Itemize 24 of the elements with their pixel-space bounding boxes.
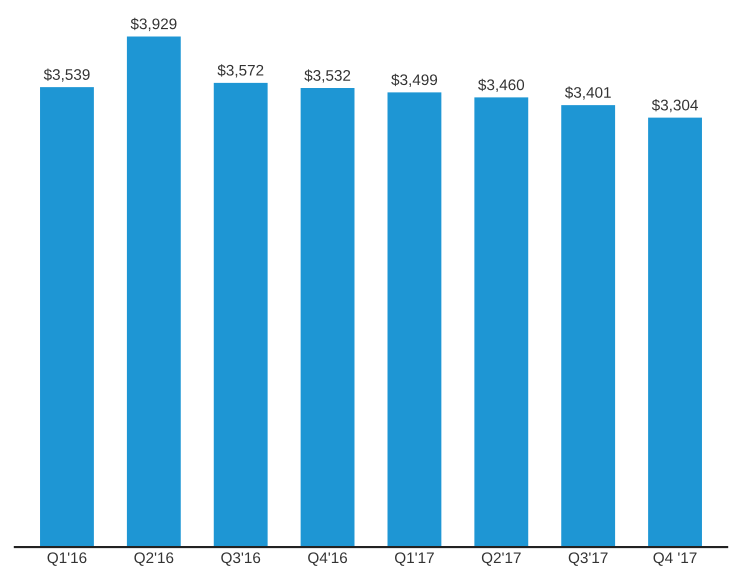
data-label: $3,304	[652, 99, 698, 112]
bar	[561, 105, 616, 548]
bar	[126, 36, 181, 548]
x-tick-label: Q2'17	[482, 552, 521, 566]
bar	[214, 82, 268, 548]
x-tick-label: Q2'16	[134, 552, 174, 566]
x-tick-label: Q4 '17	[653, 552, 697, 566]
x-tick-label: Q3'16	[221, 552, 260, 566]
bar	[300, 88, 354, 548]
bar	[388, 92, 442, 548]
data-label: $3,460	[478, 78, 524, 92]
data-label: $3,532	[304, 69, 350, 83]
bar	[40, 87, 94, 548]
data-label: $3,499	[391, 74, 438, 87]
data-label: $3,572	[218, 64, 264, 78]
data-label: $3,539	[44, 68, 90, 82]
bar	[648, 118, 702, 548]
bar	[474, 97, 528, 548]
x-tick-label: Q4'16	[308, 552, 348, 566]
x-tick-label: Q1'16	[48, 552, 86, 566]
data-label: $3,929	[130, 18, 176, 32]
x-tick-label: Q1'17	[395, 552, 434, 566]
x-tick-label: Q3'17	[568, 552, 608, 566]
data-label: $3,401	[564, 86, 611, 100]
